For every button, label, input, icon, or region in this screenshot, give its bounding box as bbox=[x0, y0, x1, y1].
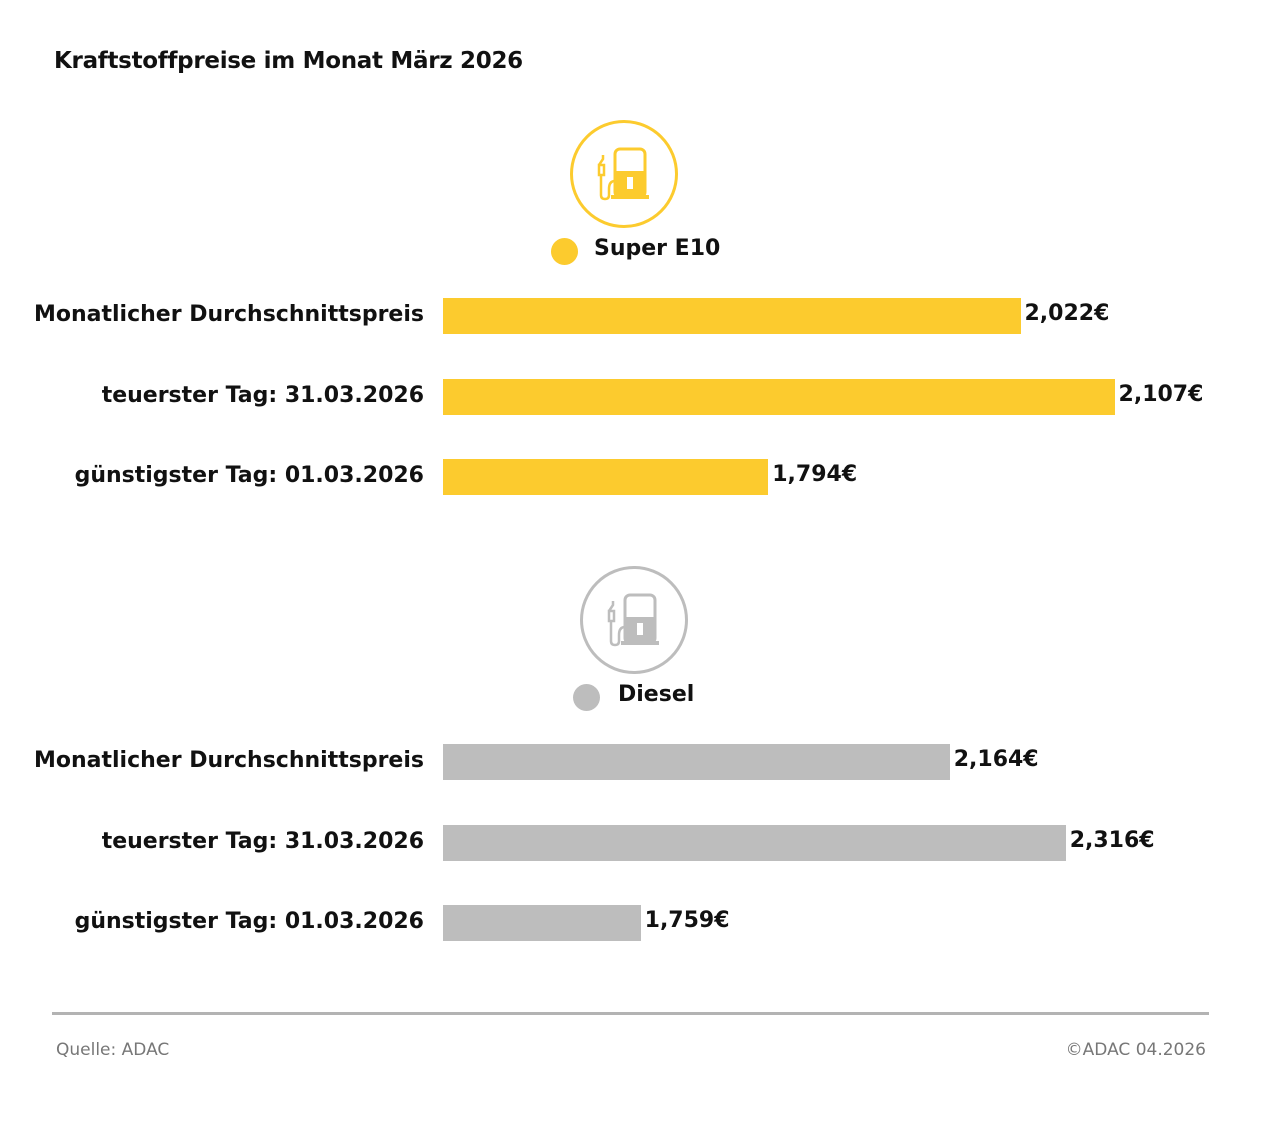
value-label: 2,107€ bbox=[1118, 381, 1204, 407]
value-label: 2,316€ bbox=[1069, 827, 1155, 853]
bar bbox=[443, 298, 1021, 334]
footer-divider bbox=[52, 1012, 1209, 1015]
category-label: Monatlicher Durchschnittspreis bbox=[33, 748, 424, 773]
bar bbox=[443, 459, 769, 495]
value-label: 1,794€ bbox=[772, 462, 858, 487]
legend-marker-super-e10 bbox=[551, 238, 578, 265]
value-label: 2,164€ bbox=[953, 747, 1039, 772]
fuel-pump-icon bbox=[580, 566, 688, 674]
legend-marker-diesel bbox=[573, 684, 600, 711]
chart-title: Kraftstoffpreise im Monat März 2026 bbox=[54, 48, 523, 74]
category-label: günstigster Tag: 01.03.2026 bbox=[74, 463, 424, 488]
bar bbox=[443, 378, 1115, 415]
bar bbox=[443, 824, 1066, 861]
category-label: günstigster Tag: 01.03.2026 bbox=[74, 909, 424, 934]
source-note: Quelle: ADAC bbox=[56, 1040, 170, 1060]
value-label: 2,022€ bbox=[1024, 301, 1110, 326]
copyright-note: ©ADAC 04.2026 bbox=[1065, 1040, 1206, 1060]
category-label: Monatlicher Durchschnittspreis bbox=[33, 302, 424, 327]
bar bbox=[443, 744, 950, 780]
legend-label-super-e10: Super E10 bbox=[594, 236, 721, 261]
category-label: teuerster Tag: 31.03.2026 bbox=[101, 828, 424, 854]
bar bbox=[443, 905, 641, 941]
fuel-pump-icon bbox=[570, 120, 678, 228]
value-label: 1,759€ bbox=[644, 908, 730, 933]
category-label: teuerster Tag: 31.03.2026 bbox=[101, 382, 424, 408]
legend-label-diesel: Diesel bbox=[618, 682, 695, 707]
